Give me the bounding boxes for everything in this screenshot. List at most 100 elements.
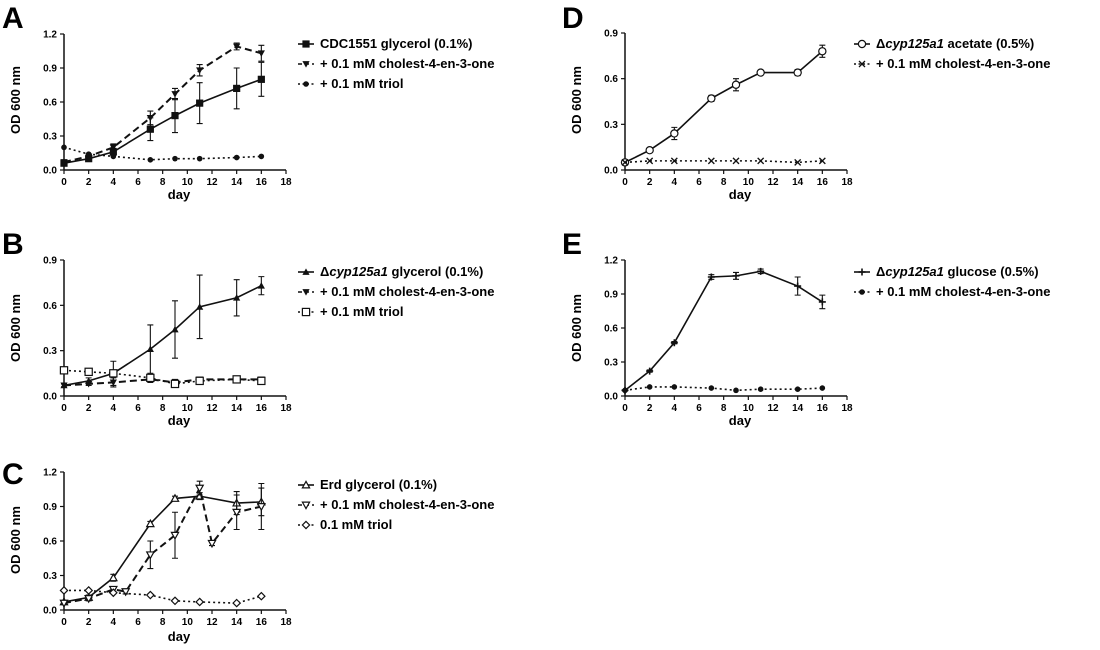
chart-e-legend-label: Δcyp125a1 glucose (0.5%): [876, 264, 1039, 279]
chart-a-data-point: [233, 154, 240, 161]
chart-d-data-point: [707, 157, 715, 165]
chart-c-data-point: [170, 596, 180, 606]
chart-d-data-point: [707, 94, 716, 103]
chart-d-data-point: [670, 129, 679, 138]
chart-b-data-point: [233, 294, 241, 301]
chart-b-series-1-line: [63, 284, 262, 387]
chart-d-legend-label: + 0.1 mM cholest-4-en-3-one: [876, 56, 1050, 71]
chart-a-legend-label: CDC1551 glycerol (0.1%): [320, 36, 472, 51]
chart-a-data-point: [257, 50, 265, 57]
chart-e-legend-marker: [859, 289, 865, 295]
chart-a-data-point: [109, 144, 117, 151]
chart-c-data-point: [145, 551, 155, 560]
chart-c-series-2: [59, 480, 266, 608]
chart-d-data-point: [818, 47, 827, 56]
chart-a-data-point: [171, 91, 179, 98]
chart-a-data-point: [146, 125, 154, 133]
chart-a-legend-entry-3: + 0.1 mM triol: [298, 76, 403, 91]
chart-d-x-tick-label: 12: [767, 177, 779, 188]
chart-c-legend-marker: [301, 480, 311, 489]
chart-d-data-point: [794, 158, 802, 166]
chart-c-x-tick-label: 6: [135, 617, 141, 628]
chart-d-x-tick-label: 8: [721, 177, 727, 188]
chart-b-legend-label: + 0.1 mM cholest-4-en-3-one: [320, 284, 494, 299]
chart-d-data-point: [818, 157, 826, 165]
chart-b-legend-label: + 0.1 mM triol: [320, 304, 403, 319]
chart-d-y-tick-label: 0.3: [604, 120, 618, 131]
chart-d-data-point: [732, 157, 740, 165]
chart-a-data-point: [146, 114, 154, 122]
chart-c-y-tick-label: 0.6: [43, 537, 57, 548]
chart-c-data-point: [121, 588, 131, 597]
chart-a-x-tick-label: 0: [61, 177, 67, 188]
chart-c-series-1-line: [63, 495, 262, 603]
chart-e-series-2: [622, 384, 826, 394]
chart-a-x-tick-label: 2: [86, 177, 92, 188]
chart-b-data-point: [109, 379, 117, 386]
chart-a-data-point: [233, 84, 241, 92]
chart-b-y-tick-label: 0.9: [43, 256, 57, 267]
chart-a-legend-marker: [302, 40, 310, 48]
chart-d-x-tick-label: 4: [672, 177, 678, 188]
chart-a-y-tick-label: 0.6: [43, 98, 57, 109]
chart-a-legend-entry-2: + 0.1 mM cholest-4-en-3-one: [298, 56, 494, 71]
chart-c-y-tick-label: 0.0: [43, 606, 57, 617]
chart-c-data-point: [59, 599, 69, 608]
chart-d-data-point: [793, 68, 802, 77]
chart-e-data-point: [757, 386, 764, 393]
chart-a-data-point: [172, 155, 178, 162]
chart-e-x-tick-label: 8: [721, 403, 727, 414]
chart-e-legend-entry-2: + 0.1 mM cholest-4-en-3-one: [854, 284, 1050, 299]
chart-a-data-point: [196, 99, 204, 107]
chart-c-data-point: [84, 586, 94, 595]
chart-d-y-tick-label: 0.0: [604, 166, 618, 177]
chart-e-x-tick-label: 10: [743, 403, 755, 414]
chart-d-series-1: [620, 44, 827, 167]
chart-b-data-point: [146, 345, 154, 353]
chart-b-y-tick-label: 0.3: [43, 346, 57, 357]
chart-c-legend-entry-1: Erd glycerol (0.1%): [298, 477, 437, 492]
chart-e-data-point: [671, 384, 678, 390]
chart-e-series-2-line: [624, 386, 823, 392]
chart-d-x-tick-label: 0: [622, 177, 628, 188]
chart-a-legend-marker: [303, 81, 309, 87]
chart-c-y-axis-label: OD 600 nm: [8, 506, 23, 574]
chart-a-y-tick-label: 0.3: [43, 132, 57, 143]
chart-a-data-point: [110, 153, 117, 160]
panel-letter-d: D: [562, 2, 584, 35]
chart-c-x-tick-label: 0: [61, 617, 67, 628]
chart-b-x-tick-label: 2: [86, 403, 92, 414]
chart-b-x-tick-label: 18: [280, 403, 292, 414]
chart-d-y-tick-label: 0.6: [604, 74, 618, 85]
chart-c-y-tick-label: 1.2: [43, 468, 57, 479]
chart-d-series-2-line: [624, 160, 823, 164]
chart-a-series-3: [61, 144, 265, 163]
chart-a-x-tick-label: 18: [280, 177, 292, 188]
chart-e-data-point: [707, 273, 715, 281]
chart-e-x-tick-label: 18: [841, 403, 853, 414]
chart-b-x-tick-label: 12: [206, 403, 218, 414]
chart-a-legend-marker: [302, 61, 310, 68]
chart-a-x-tick-label: 10: [182, 177, 194, 188]
chart-c-series-1: [59, 487, 266, 606]
chart-a-legend-label: + 0.1 mM triol: [320, 76, 403, 91]
chart-e-data-point: [818, 298, 826, 306]
chart-b-data-point: [170, 379, 180, 389]
panel-letter-e: E: [562, 228, 582, 261]
chart-b-data-point: [257, 376, 266, 386]
chart-e-y-tick-label: 0.9: [604, 290, 618, 301]
chart-a-series-2: [60, 42, 265, 166]
chart-e-x-tick-label: 4: [672, 403, 678, 414]
chart-b-legend-entry-3: + 0.1 mM triol: [298, 304, 403, 319]
chart-b-legend-entry-1: Δcyp125a1 glycerol (0.1%): [298, 264, 483, 279]
chart-a-data-point: [147, 157, 154, 163]
chart-e-legend-entry-1: Δcyp125a1 glucose (0.5%): [854, 264, 1039, 279]
chart-b-data-point: [257, 282, 265, 289]
chart-a-legend-label: + 0.1 mM cholest-4-en-3-one: [320, 56, 494, 71]
chart-c-x-tick-label: 14: [231, 617, 243, 628]
chart-a-x-tick-label: 6: [135, 177, 141, 188]
chart-c-legend-marker: [301, 520, 311, 530]
chart-d-x-tick-label: 14: [792, 177, 804, 188]
chart-b-series-3: [59, 366, 266, 389]
